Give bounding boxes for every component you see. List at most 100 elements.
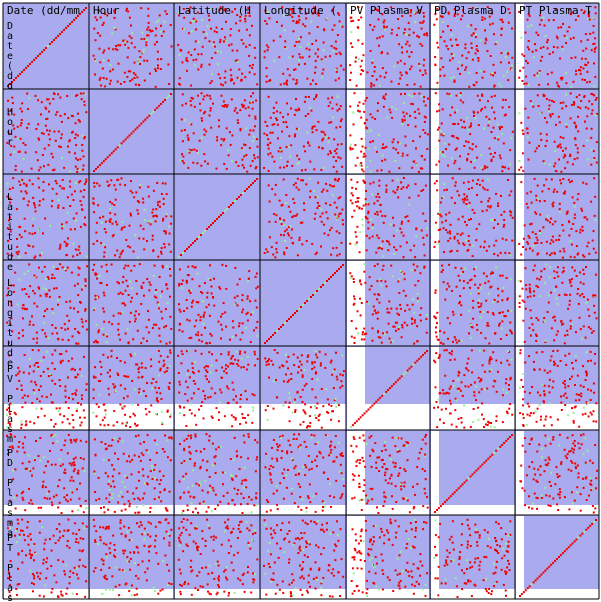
point-2-3-70 (292, 242, 294, 245)
point-2-6-30 (546, 252, 548, 255)
point-0-2-103 (234, 59, 237, 62)
point-0-3-58 (268, 17, 271, 20)
point-5-1-77 (146, 434, 149, 437)
point-3-5-14 (503, 315, 506, 317)
point-1-3-69 (313, 125, 316, 128)
point-0-6-117 (542, 16, 545, 19)
point-2-3-7 (338, 253, 341, 256)
point-5-1-78 (113, 485, 116, 488)
point-4-4-19 (387, 389, 389, 391)
point-5-2-120 (238, 468, 241, 471)
point-4-4-8 (365, 410, 368, 413)
point-0-5-76 (484, 42, 487, 45)
point-3-2-111 (247, 277, 250, 280)
point-2-0-74 (63, 187, 65, 190)
point-5-0-100 (27, 454, 30, 457)
point-4-0-16 (38, 389, 40, 391)
point-4-2-86 (234, 418, 237, 421)
point-5-3-31 (276, 503, 278, 506)
point-1-6-22 (582, 144, 585, 147)
point-1-6-90 (594, 114, 597, 117)
point-1-0-50 (82, 155, 85, 158)
point-3-4-22 (406, 304, 409, 307)
point-4-1-90 (145, 413, 148, 416)
point-0-4-106 (374, 7, 377, 10)
point-0-3-15 (309, 83, 312, 86)
point-3-6-99 (593, 311, 596, 314)
missing-band-row-4-3 (261, 404, 346, 430)
point-3-1-14 (142, 281, 145, 284)
point-4-4-28 (404, 371, 407, 374)
point-0-5-88 (477, 57, 480, 59)
point-0-3-137 (265, 67, 268, 70)
point-4-2-8 (211, 353, 213, 356)
point-0-5-136 (473, 84, 476, 87)
point-1-0-75 (9, 153, 12, 156)
point-5-1-40 (151, 478, 154, 480)
point-2-4-131 (354, 201, 357, 204)
point-1-4-114 (362, 102, 365, 105)
point-5-2-99 (202, 500, 205, 503)
point-2-5-113 (446, 188, 448, 191)
point-2-4-128 (382, 255, 385, 258)
point-3-0-27 (53, 287, 56, 290)
point-2-0-2 (11, 254, 14, 257)
point-3-4-12 (366, 300, 368, 303)
point-4-5-17 (458, 371, 461, 374)
point-4-2-28 (234, 358, 237, 361)
point-2-6-22 (535, 212, 538, 215)
point-1-2-105 (188, 151, 191, 154)
point-4-0-33 (65, 350, 68, 353)
point-3-0-57 (41, 270, 44, 273)
point-2-1-118 (146, 240, 148, 242)
point-2-1-106 (132, 250, 135, 253)
point-2-6-5 (581, 229, 584, 232)
point-5-2-35 (183, 477, 185, 480)
point-0-3-67 (322, 41, 325, 44)
point-0-6-85 (571, 11, 574, 14)
point-4-1-28 (100, 373, 103, 376)
point-1-3-93 (282, 116, 285, 119)
point-2-6-116 (564, 190, 567, 193)
point-2-0-123 (72, 199, 75, 201)
point-3-5-43 (436, 338, 439, 341)
point-4-1-95 (124, 387, 127, 390)
point-4-5-116 (446, 391, 448, 394)
point-2-3-42 (314, 212, 317, 215)
point-3-1-117 (145, 326, 148, 329)
point-0-4-61 (420, 27, 423, 30)
point-3-0-50 (85, 320, 88, 323)
point-1-2-46 (198, 139, 201, 142)
point-0-6-33 (520, 36, 523, 39)
point-5-1-3 (134, 435, 137, 438)
point-1-6-119 (576, 151, 579, 154)
point-4-0-71 (32, 389, 35, 392)
point-4-3-12 (282, 404, 285, 407)
point-4-0-66 (47, 375, 50, 378)
point-4-6-90 (565, 396, 568, 399)
point-1-5-67 (480, 154, 483, 156)
point-5-0-114 (72, 457, 75, 460)
point-3-0-119 (57, 303, 59, 306)
point-3-1-115 (138, 263, 141, 266)
point-3-0-110 (73, 307, 75, 310)
point-4-1-27 (150, 404, 153, 407)
point-2-6-38 (573, 213, 576, 216)
point-2-1-66 (155, 208, 158, 211)
point-0-3-128 (317, 48, 320, 51)
point-2-4-101 (351, 215, 354, 218)
point-4-2-84 (192, 372, 195, 375)
point-2-4-72 (380, 244, 383, 247)
point-4-3-65 (272, 407, 275, 410)
point-3-6-126 (544, 263, 547, 266)
point-3-4-86 (365, 332, 368, 335)
point-1-3-73 (339, 120, 342, 123)
point-0-4-127 (421, 21, 424, 24)
point-3-3-11 (286, 320, 288, 322)
point-4-6-98 (573, 406, 576, 409)
point-1-5-81 (469, 133, 472, 136)
point-2-1-108 (113, 204, 116, 206)
point-5-3-65 (277, 445, 280, 448)
point-5-1-93 (149, 458, 152, 461)
point-1-2-23 (256, 138, 258, 141)
